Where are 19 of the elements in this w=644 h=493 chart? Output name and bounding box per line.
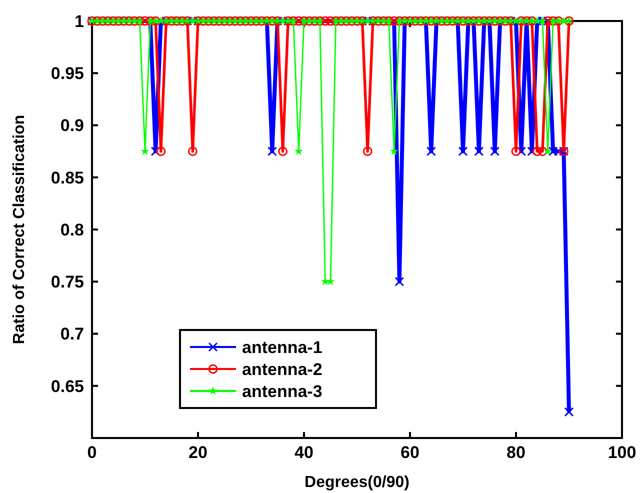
x-tick-label: 0 (87, 443, 97, 462)
y-tick-label: 0.9 (60, 116, 84, 136)
x-axis-title: Degrees(0/90) (304, 474, 410, 491)
y-tick-label: 0.75 (50, 272, 84, 292)
x-tick-label: 100 (608, 443, 636, 462)
y-tick-label: 0.7 (60, 324, 84, 344)
x-tick-label: 60 (400, 443, 420, 462)
y-tick-label: 0.85 (50, 168, 84, 188)
y-tick-label: 0.95 (50, 64, 84, 84)
y-tick-label: 0.65 (50, 376, 84, 396)
y-axis-title: Ratio of Correct Classification (11, 114, 28, 344)
y-tick-label: 1 (74, 12, 84, 31)
x-tick-label: 40 (294, 443, 314, 462)
legend-label: antenna-2 (242, 360, 322, 379)
legend-label: antenna-1 (242, 338, 322, 357)
legend-label: antenna-3 (242, 382, 322, 401)
y-tick-label: 0.8 (60, 220, 84, 240)
x-tick-label: 20 (188, 443, 208, 462)
x-tick-label: 80 (506, 443, 526, 462)
